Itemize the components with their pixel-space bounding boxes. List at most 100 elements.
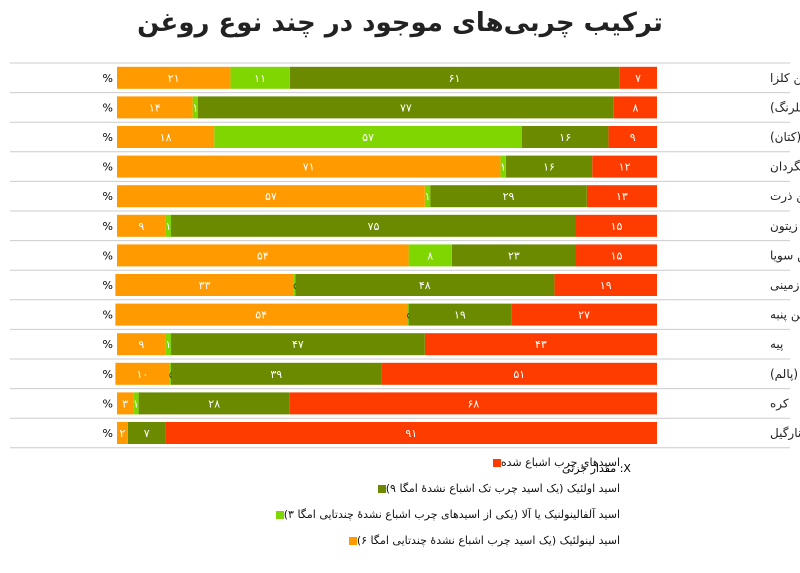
data-label: ۴۷	[292, 338, 304, 351]
data-label: ۲۳	[508, 249, 520, 262]
bar-linoleic	[117, 185, 425, 208]
bar-alpha_linolenic	[214, 126, 522, 148]
bar-oleic	[138, 392, 290, 415]
data-label: ۱	[192, 101, 198, 114]
bar-linoleic	[117, 126, 215, 148]
data-label: ۹	[630, 131, 636, 144]
data-label: ۱۳	[616, 190, 628, 203]
bar-saturated	[576, 214, 657, 237]
category-label: روغن نخل (پالم)	[770, 367, 800, 382]
data-label: ۵۷	[265, 190, 277, 203]
bar-linoleic	[117, 66, 231, 89]
data-label: ۴۸	[419, 279, 431, 292]
data-label: ۱۹	[600, 279, 612, 292]
category-label: روغن بادام زمینی	[770, 278, 800, 293]
bar-alpha_linolenic	[293, 274, 296, 296]
bar-oleic	[522, 126, 609, 148]
data-label: ۶۱	[449, 72, 461, 85]
legend-label: اسید لینولئیک (یک اسید چرب اشباع نشدهٔ چ…	[356, 534, 620, 547]
percent-label: %	[103, 249, 113, 262]
bar-linoleic	[117, 244, 409, 267]
percent-label: %	[103, 190, 113, 203]
data-label: ۷	[635, 72, 641, 85]
percent-label: %	[103, 131, 113, 144]
data-label: ۱۶	[543, 161, 555, 174]
bar-saturated	[586, 185, 657, 208]
percent-label: %	[103, 368, 113, 381]
legend-label: اسید اولئیک (یک اسید چرب تک اشباع نشدهٔ …	[385, 482, 620, 495]
bar-saturated	[592, 155, 657, 178]
legend: اسیدهای چرب اشباع شده اسید اولئیک (یک اسی…	[180, 456, 620, 566]
bar-linoleic	[115, 362, 170, 385]
bar-saturated	[511, 303, 657, 326]
bar-alpha_linolenic	[500, 155, 506, 178]
bar-linoleic	[117, 422, 128, 444]
data-label: ۳۳	[199, 279, 211, 292]
bar-saturated	[424, 333, 657, 356]
legend-item-alpha_linolenic: اسید آلفالینولنیک یا آلا (یکی از اسیدهای…	[270, 508, 620, 521]
category-label: روغن آفتابگردان	[770, 159, 800, 175]
bar-linoleic	[117, 96, 193, 119]
bar-oleic	[171, 362, 382, 385]
bar-alpha_linolenic	[192, 96, 198, 119]
percent-label: %	[103, 338, 113, 351]
category-label: روغن کافشه -گلرنگ)	[770, 100, 800, 115]
bar-linoleic	[117, 155, 501, 178]
data-label: ۸	[427, 249, 433, 262]
data-label: ۵۱	[513, 368, 525, 381]
bar-saturated	[613, 96, 657, 119]
legend-label: اسیدهای چرب اشباع شده	[500, 456, 620, 469]
bar-saturated	[289, 392, 657, 415]
percent-label: %	[103, 397, 113, 410]
data-label: ۲۷	[578, 309, 590, 322]
bar-linoleic	[117, 214, 166, 237]
bar-oleic	[171, 333, 425, 356]
bar-linoleic	[117, 333, 166, 356]
category-label: پیه	[770, 337, 783, 351]
data-label: ۲۸	[208, 397, 220, 410]
data-label: x	[291, 281, 297, 292]
bar-oleic	[430, 185, 587, 208]
legend-item-linoleic: اسید لینولئیک (یک اسید چرب اشباع نشدهٔ چ…	[343, 534, 620, 547]
data-label: ۱۵	[611, 220, 623, 233]
data-label: ۷۵	[368, 220, 380, 233]
bar-linoleic	[115, 303, 407, 326]
bar-alpha_linolenic	[169, 362, 171, 385]
data-label: ۱	[133, 397, 139, 410]
bar-oleic	[451, 244, 576, 267]
legend-swatch	[275, 511, 284, 519]
data-label: ۹	[138, 338, 144, 351]
bar-oleic	[295, 274, 555, 296]
category-label: روغن ذرت	[770, 189, 800, 204]
category-label: روغن زیتون	[770, 219, 800, 234]
chart-title: ترکیب چربی‌های موجود در چند نوع روغن	[137, 8, 663, 38]
bar-alpha_linolenic	[230, 66, 290, 89]
percent-label: %	[103, 309, 113, 322]
note-partial-amount: X: مقدار جزئی	[562, 462, 631, 475]
data-label: ۱۹	[454, 309, 466, 322]
bar-alpha_linolenic	[406, 303, 409, 326]
percent-label: %	[103, 220, 113, 233]
data-label: ۹۱	[405, 427, 417, 440]
data-label: ۱۶	[559, 131, 571, 144]
data-label: ۲۹	[503, 190, 515, 203]
data-label: ۱	[500, 161, 506, 174]
data-label: ۱۱	[254, 72, 266, 85]
data-label: ۷	[144, 427, 150, 440]
data-label: ۳۹	[270, 368, 282, 381]
data-label: ۵۷	[362, 131, 374, 144]
data-label: ۱۰	[136, 368, 148, 381]
bar-saturated	[554, 274, 657, 296]
bar-saturated	[165, 422, 657, 444]
legend-item-saturated: اسیدهای چرب اشباع شده	[487, 456, 620, 469]
bar-alpha_linolenic	[165, 333, 171, 356]
category-label: روغن بزرک (کتان)	[770, 130, 800, 145]
data-label: ۱	[165, 338, 171, 351]
bar-linoleic	[115, 274, 294, 296]
data-label: ۱۵	[611, 249, 623, 262]
bar-oleic	[505, 155, 593, 178]
category-label: روغن نارگیل	[770, 426, 800, 441]
percent-label: %	[103, 161, 113, 174]
bar-alpha_linolenic	[408, 244, 452, 267]
